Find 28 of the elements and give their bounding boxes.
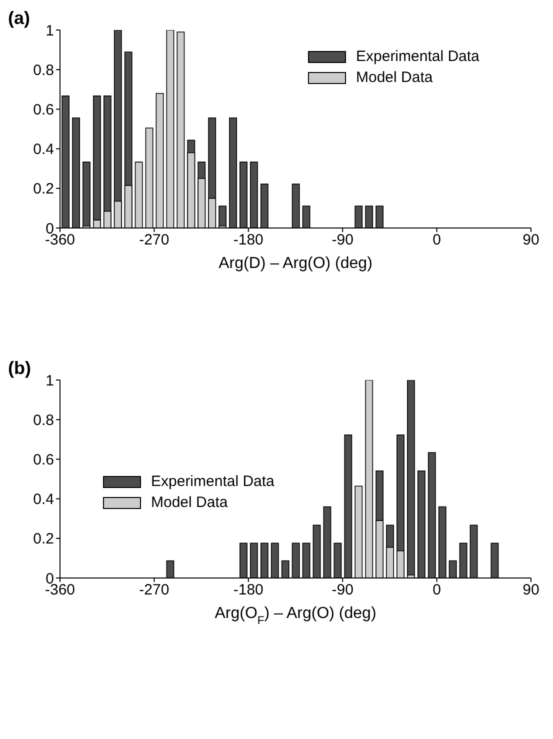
x-tick-label: 0: [432, 232, 441, 249]
legend-label: Experimental Data: [356, 48, 480, 65]
legend-label: Experimental Data: [151, 473, 274, 490]
legend-label: Model Data: [151, 494, 228, 511]
x-tick-label: -90: [332, 582, 354, 599]
x-tick-label: -90: [332, 232, 354, 249]
y-tick-label: 0.2: [33, 180, 54, 198]
x-tick-label: -270: [139, 232, 170, 249]
y-tick-label: 0.8: [33, 412, 54, 429]
x-tick-label: 90: [522, 582, 540, 599]
x-tick-label: 90: [522, 232, 540, 249]
chart-title: (a): [8, 8, 30, 29]
x-axis-title: Arg(O$_{F}$) – Arg(O) (deg): [214, 605, 376, 627]
chart-title: (b): [8, 358, 31, 379]
y-tick-label: 0.2: [33, 530, 54, 548]
y-tick-label: 0.6: [33, 452, 54, 469]
y-tick-label: 1: [46, 372, 54, 390]
y-tick-label: 0.8: [33, 62, 54, 79]
x-axis-title: Arg(D) – Arg(O) (deg): [218, 255, 372, 272]
x-tick-label: -180: [233, 582, 264, 599]
x-tick-label: -270: [139, 582, 170, 599]
legend-label: Model Data: [356, 69, 433, 86]
y-tick-label: 0.4: [33, 491, 54, 508]
y-tick-label: 1: [46, 22, 54, 40]
x-tick-label: -180: [233, 232, 264, 249]
x-tick-label: 0: [432, 582, 441, 599]
y-tick-label: 0.4: [33, 141, 54, 158]
y-tick-label: 0.6: [33, 102, 54, 119]
